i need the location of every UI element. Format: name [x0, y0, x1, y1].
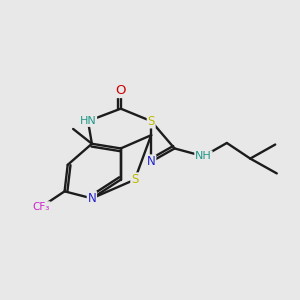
- Text: O: O: [116, 84, 126, 97]
- Text: S: S: [148, 115, 155, 128]
- Text: S: S: [131, 173, 139, 186]
- Text: CF₃: CF₃: [32, 202, 50, 212]
- Text: N: N: [147, 155, 155, 168]
- Text: NH: NH: [195, 151, 212, 161]
- Text: HN: HN: [80, 116, 96, 126]
- Text: N: N: [88, 192, 96, 205]
